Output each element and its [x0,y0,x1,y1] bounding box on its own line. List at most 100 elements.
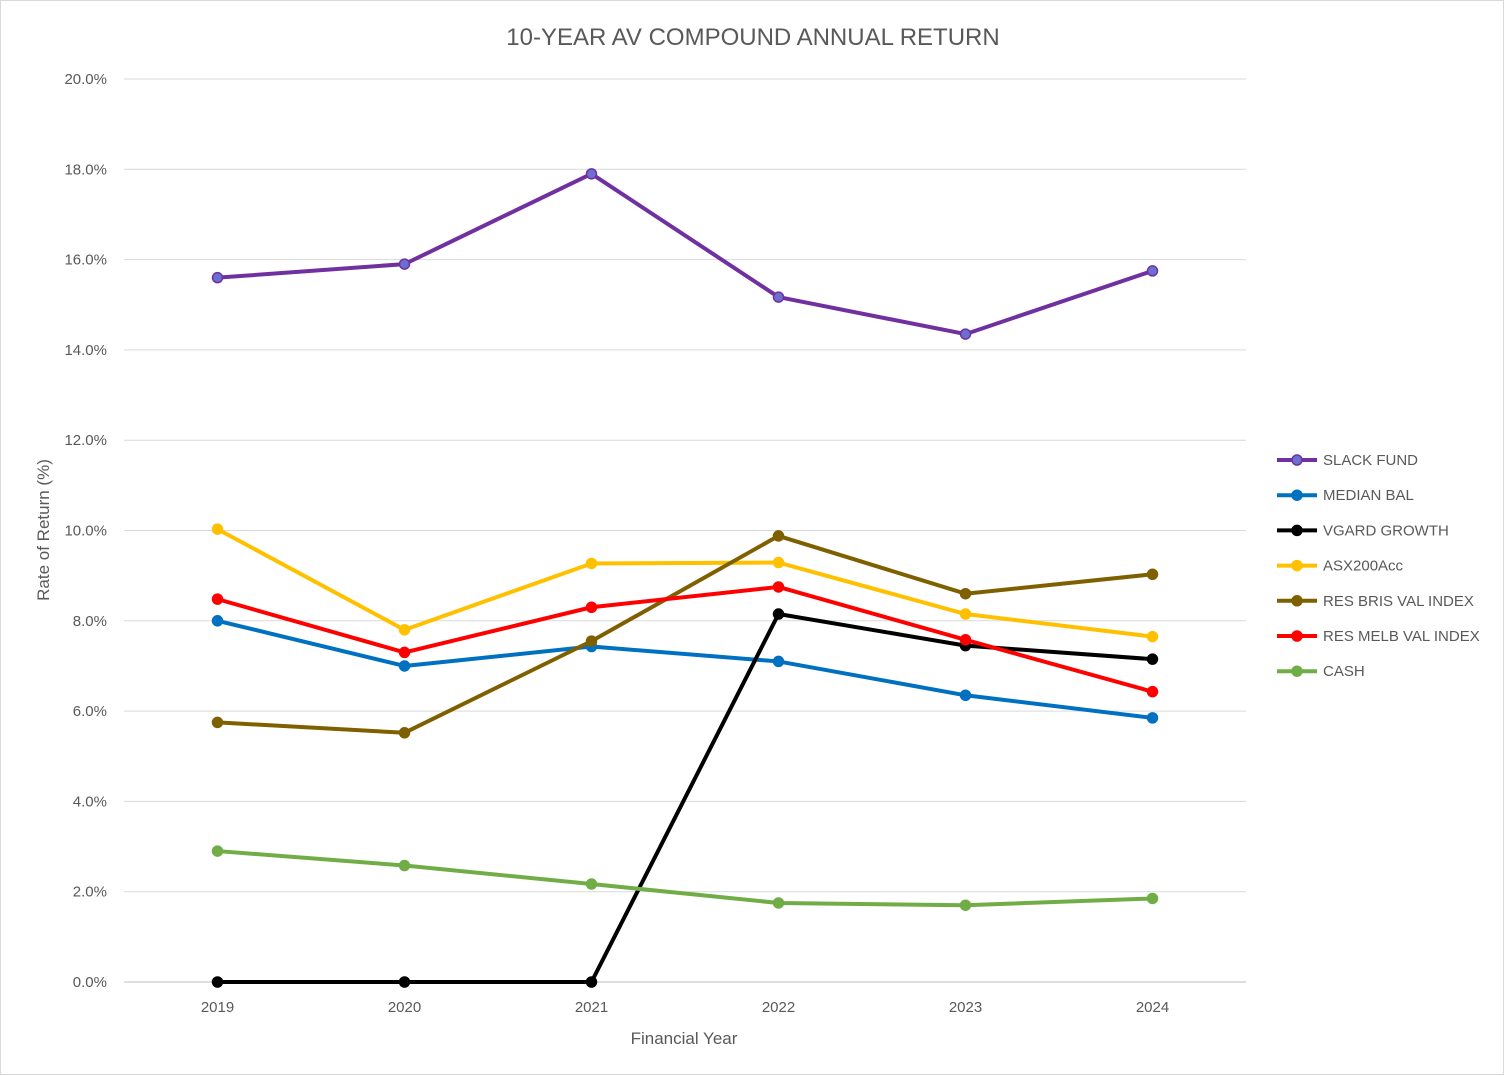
legend-item[interactable]: ASX200Acc [1277,558,1404,575]
series-line [215,612,1155,984]
data-point[interactable] [959,689,972,702]
y-axis-ticks: 0.0% 2.0% 4.0% 6.0% 8.0% 10.0% 12.0% 14.0% 16.0%… [64,71,107,991]
data-point[interactable] [211,976,224,988]
x-tick-label: 2019 [201,999,234,1016]
legend-item[interactable]: RES BRIS VAL INDEX [1277,593,1474,610]
data-point[interactable] [772,530,785,542]
legend-label: RES MELB VAL INDEX [1323,628,1480,645]
x-axis-ticks: 2019 2020 2021 2022 2023 2024 [201,999,1169,1016]
legend-item[interactable]: CASH [1277,663,1365,680]
series-res-melb-val-index [211,581,1159,698]
y-tick-label: 2.0% [73,884,107,901]
y-tick-label: 14.0% [64,342,107,359]
y-tick-label: 0.0% [73,974,107,991]
series-lines [211,168,1159,988]
x-tick-label: 2021 [575,999,608,1016]
chart-title: 10-YEAR AV COMPOUND ANNUAL RETURN [506,24,999,51]
data-point[interactable] [211,716,224,729]
data-point[interactable] [211,845,224,857]
data-point[interactable] [772,897,785,909]
y-tick-label: 18.0% [64,161,107,178]
data-point[interactable] [585,557,598,570]
legend-swatch-marker [1291,595,1303,607]
data-point[interactable] [211,523,224,535]
legend-swatch-marker [1291,489,1303,501]
y-tick-label: 16.0% [64,252,107,269]
data-point[interactable] [772,556,785,569]
data-point[interactable] [772,581,785,593]
data-point[interactable] [585,601,598,614]
legend-label: CASH [1323,663,1365,680]
y-tick-label: 10.0% [64,523,107,540]
data-point[interactable] [1146,265,1159,277]
data-point[interactable] [772,655,785,668]
data-point[interactable] [398,976,411,988]
data-point[interactable] [1146,568,1159,581]
series-res-bris-val-index [211,530,1159,739]
data-point[interactable] [1146,630,1159,643]
series-asx200acc [211,523,1159,643]
data-point[interactable] [959,608,972,620]
data-point[interactable] [1146,712,1159,724]
data-point[interactable] [211,271,224,284]
data-point[interactable] [959,899,972,911]
data-point[interactable] [398,727,411,739]
x-axis-label: Financial Year [631,1029,738,1048]
series-median-bal [211,615,1159,724]
data-point[interactable] [398,660,411,672]
data-point[interactable] [1146,653,1159,665]
x-tick-label: 2020 [388,999,421,1016]
data-point[interactable] [585,878,598,890]
y-tick-label: 12.0% [64,432,107,449]
data-point[interactable] [398,624,411,636]
data-point[interactable] [398,859,411,872]
legend-label: MEDIAN BAL [1323,487,1414,504]
series-line [215,849,1155,908]
data-point[interactable] [398,258,411,270]
series-line [215,533,1155,735]
y-axis-label: Rate of Return (%) [34,459,53,601]
series-line [215,584,1155,694]
data-point[interactable] [398,646,411,659]
data-point[interactable] [772,608,785,620]
data-point[interactable] [211,593,224,605]
y-tick-label: 6.0% [73,703,107,720]
data-point[interactable] [959,634,972,646]
data-point[interactable] [959,328,972,340]
y-tick-label: 8.0% [73,613,107,630]
x-tick-label: 2022 [762,999,795,1016]
legend-swatch-marker [1291,524,1303,537]
legend-item[interactable]: VGARD GROWTH [1277,522,1449,539]
data-point[interactable] [1146,892,1159,905]
legend-label: ASX200Acc [1323,558,1404,575]
legend-item[interactable]: MEDIAN BAL [1277,487,1414,504]
legend-swatch-marker [1291,454,1303,466]
legend-label: RES BRIS VAL INDEX [1323,593,1474,610]
series-line [215,171,1155,337]
legend-swatch-marker [1291,665,1303,677]
legend-item[interactable]: SLACK FUND [1277,452,1418,469]
legend-swatch-marker [1291,559,1303,572]
x-tick-label: 2023 [949,999,982,1016]
data-point[interactable] [211,615,224,627]
data-point[interactable] [772,291,785,303]
data-point[interactable] [959,587,972,600]
series-cash [211,845,1159,911]
series-line [215,618,1155,720]
data-point[interactable] [585,168,598,180]
x-tick-label: 2024 [1136,999,1169,1016]
series-slack-fund [211,168,1159,340]
y-tick-label: 4.0% [73,793,107,810]
data-point[interactable] [585,976,598,988]
legend-label: SLACK FUND [1323,452,1418,469]
data-point[interactable] [585,635,598,647]
legend-swatch-marker [1291,630,1303,642]
series-line [215,527,1155,639]
legend-item[interactable]: RES MELB VAL INDEX [1277,628,1480,645]
legend-label: VGARD GROWTH [1323,522,1449,539]
legend: SLACK FUND MEDIAN BAL VGARD GROWTH ASX200Ac… [1277,452,1480,680]
gridlines [124,78,1246,983]
data-point[interactable] [1146,685,1159,698]
